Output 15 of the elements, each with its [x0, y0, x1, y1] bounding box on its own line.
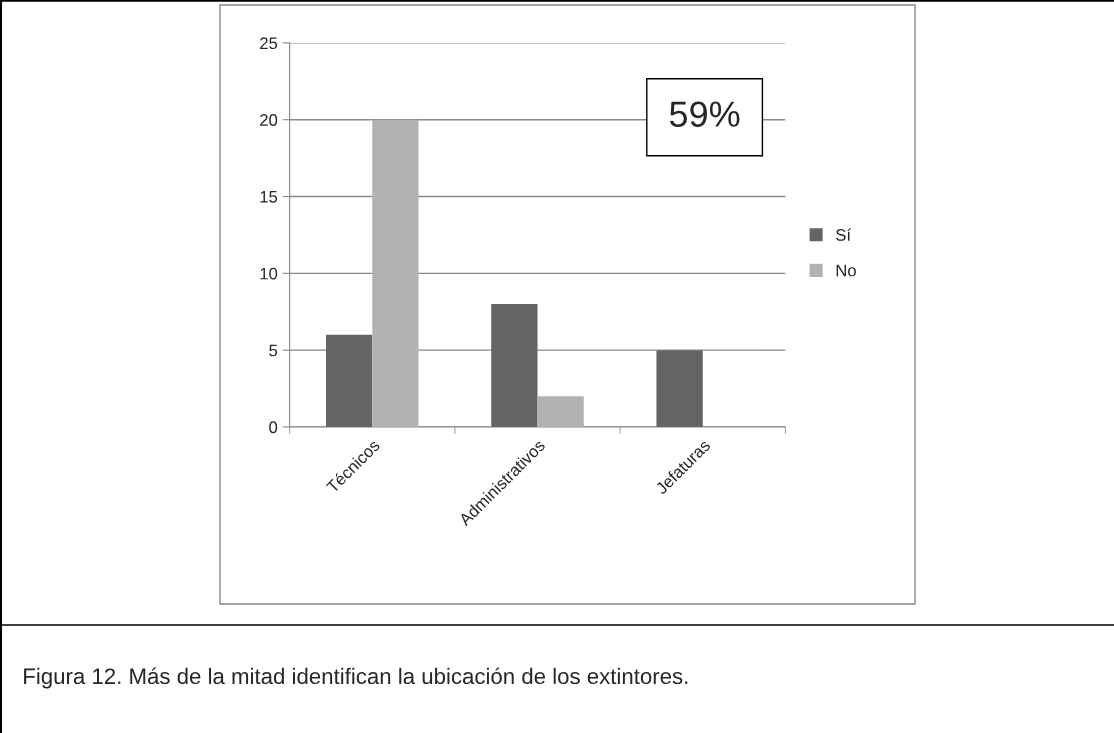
- bar: [491, 304, 538, 427]
- bar: [656, 350, 703, 427]
- y-tick-label: 0: [269, 421, 278, 434]
- text: Figura 12. Más de la mitad identifican la ubicación de los extintores.: [24, 667, 688, 689]
- bar: [372, 119, 419, 427]
- annotation: 59%: [669, 101, 740, 127]
- y-tick-label: 15: [260, 191, 278, 203]
- legend-label: Sí: [836, 228, 851, 241]
- y-tick-label: 20: [260, 114, 278, 126]
- legend-label: No: [836, 264, 856, 277]
- y-tick-label: 10: [260, 267, 278, 280]
- bar: [537, 396, 584, 427]
- y-tick-label: 25: [260, 37, 278, 50]
- bar: [325, 334, 373, 427]
- y-tick-label: 5: [269, 344, 278, 357]
